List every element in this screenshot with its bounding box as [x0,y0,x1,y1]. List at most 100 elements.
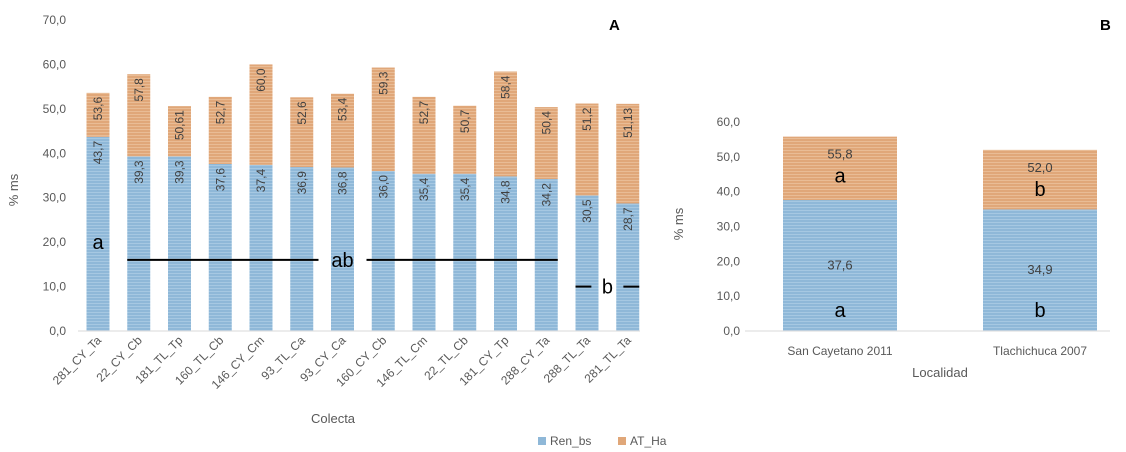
significance-letter: a [92,232,104,254]
bar-at-ha-Tlachichuca 2007 [983,149,1097,210]
data-label-ren-bs: 39,3 [132,160,146,184]
data-label-at-ha: 51,2 [580,107,594,131]
data-label-ren-bs: 37,6 [827,258,852,273]
panel-b-y-ticks: 0,0 10,0 20,0 30,0 40,0 50,0 60,0 [717,115,741,338]
bar-ren-bs-146_TL_Cm [412,173,436,331]
bar-at-ha-146_CY_Cm [249,64,273,165]
bar-ren-bs-22_CY_Cb [127,156,151,331]
panel-a-x-tick-label: 281_CY_Ta [50,333,104,387]
panel-a-y-tick-label: 70,0 [43,13,67,27]
data-label-at-ha: 57,8 [132,78,146,102]
bar-ren-bs-281_CY_Ta [86,136,110,331]
bar-ren-bs-146_CY_Cm [249,164,273,331]
bar-ren-bs-288_TL_Ta [575,195,599,331]
bar-at-ha-181_TL_Tp [168,106,191,157]
data-label-ren-bs: 34,9 [1027,262,1052,277]
legend-swatch-at-ha [618,437,626,445]
bar-at-ha-22_TL_Cb [453,105,477,174]
bar-at-ha-22_CY_Cb [127,74,151,157]
data-label-ren-bs: 43,7 [91,141,105,165]
bar-at-ha-181_CY_Tp [494,71,517,177]
panel-b-x-axis-title: Localidad [912,365,968,380]
bar-ren-bs-160_TL_Cb [208,163,232,331]
bar-ren-bs-181_TL_Tp [168,156,191,331]
data-label-at-ha: 52,7 [417,101,431,125]
panel-a-y-ticks: 0,0 10,0 20,0 30,0 40,0 50,0 60,0 70,0 [43,13,67,338]
bar-at-ha-288_TL_Ta [575,103,599,196]
panel-b-y-tick-label: 10,0 [717,289,741,303]
data-label-ren-bs: 35,4 [417,177,431,201]
data-label-ren-bs: 36,8 [336,171,350,195]
panel-a-y-axis-title: % ms [6,173,21,206]
panel-b-y-axis-title: % ms [671,207,686,240]
panel-a-x-ticks: 281_CY_Ta22_CY_Cb181_TL_Tp160_TL_Cb146_C… [50,333,634,392]
panel-a-y-tick-label: 20,0 [43,235,67,249]
bar-at-ha-281_CY_Ta [86,92,110,137]
legend: Ren_bs AT_Ha [538,434,667,448]
panel-b-y-tick-label: 50,0 [717,150,741,164]
data-label-ren-bs: 28,7 [621,207,635,231]
bar-ren-bs-22_TL_Cb [453,173,477,331]
data-label-ren-bs: 36,0 [376,175,390,199]
data-label-at-ha: 50,61 [173,110,187,140]
data-label-ren-bs: 37,4 [254,169,268,193]
bar-at-ha-160_CY_Cb [371,67,395,172]
panel-a-y-tick-label: 40,0 [43,146,67,160]
panel-a-letter: A [609,17,620,34]
bar-ren-bs-Tlachichuca 2007 [983,209,1097,331]
data-label-ren-bs: 39,3 [173,160,187,184]
bar-at-ha-160_TL_Cb [208,96,232,164]
significance-letter-ren-bs: b [1034,300,1045,322]
data-label-ren-bs: 34,8 [499,180,513,204]
bar-ren-bs-288_CY_Ta [534,179,558,331]
panel-b-letter: B [1100,17,1111,34]
legend-swatch-ren-bs [538,437,546,445]
data-label-at-ha: 59,3 [376,71,390,95]
panel-a-y-tick-label: 60,0 [43,57,67,71]
panel-a-significance: a ab b [92,232,640,299]
chart-panel-a: A % ms Colecta 0,0 10,0 20,0 30,0 40,0 50,0 60… [6,13,640,426]
bar-ren-bs-181_CY_Tp [494,176,517,331]
bar-at-ha-93_CY_Ca [331,93,354,168]
panel-a-y-tick-label: 10,0 [43,280,67,294]
bar-at-ha-93_TL_Ca [290,97,314,168]
data-label-at-ha: 50,7 [458,109,472,133]
bar-ren-bs-281_TL_Ta [616,203,640,331]
significance-letter-at-ha: a [834,166,846,188]
bar-ren-bs-93_TL_Ca [290,167,314,331]
chart-panel-b: B % ms Localidad 0,0 10,0 20,0 30,0 40,0 50,0… [671,17,1111,380]
panel-b-y-tick-label: 20,0 [717,254,741,268]
panel-b-y-tick-label: 0,0 [723,324,740,338]
data-label-at-ha: 52,0 [1027,160,1052,175]
data-label-ren-bs: 37,6 [213,168,227,192]
panel-b-y-tick-label: 40,0 [717,185,741,199]
bar-at-ha-281_TL_Ta [616,103,640,204]
bar-at-ha-146_TL_Cm [412,96,436,174]
data-label-at-ha: 52,6 [295,101,309,125]
significance-letter-at-ha: b [1034,179,1045,201]
panel-b-x-tick-label: San Cayetano 2011 [787,344,893,358]
panel-b-x-ticks: San Cayetano 2011 Tlachichuca 2007 [787,344,1087,358]
data-label-ren-bs: 34,2 [539,183,553,207]
significance-letter: b [602,277,613,299]
bar-ren-bs-San Cayetano 2011 [783,200,897,331]
significance-letter: ab [331,250,353,272]
panel-b-y-tick-label: 30,0 [717,220,741,234]
panel-a-y-tick-label: 30,0 [43,191,67,205]
data-label-ren-bs: 36,9 [295,171,309,195]
legend-label-at-ha: AT_Ha [630,434,667,448]
panel-a-bars: 43,7 53,6 39,3 57,8 39,3 50,61 37,6 52,7 37,4 60,… [86,64,640,331]
legend-label-ren-bs: Ren_bs [550,434,591,448]
bar-at-ha-288_CY_Ta [534,107,558,180]
bar-at-ha-San Cayetano 2011 [783,136,897,201]
data-label-at-ha: 60,0 [254,68,268,92]
data-label-at-ha: 51,13 [621,108,635,138]
panel-b-x-tick-label: Tlachichuca 2007 [993,344,1087,358]
data-label-at-ha: 55,8 [827,147,852,162]
data-label-at-ha: 53,6 [91,97,105,121]
panel-a-y-tick-label: 50,0 [43,102,67,116]
data-label-at-ha: 52,7 [213,101,227,125]
panel-a-x-axis-title: Colecta [311,411,356,426]
panel-b-y-tick-label: 60,0 [717,115,741,129]
